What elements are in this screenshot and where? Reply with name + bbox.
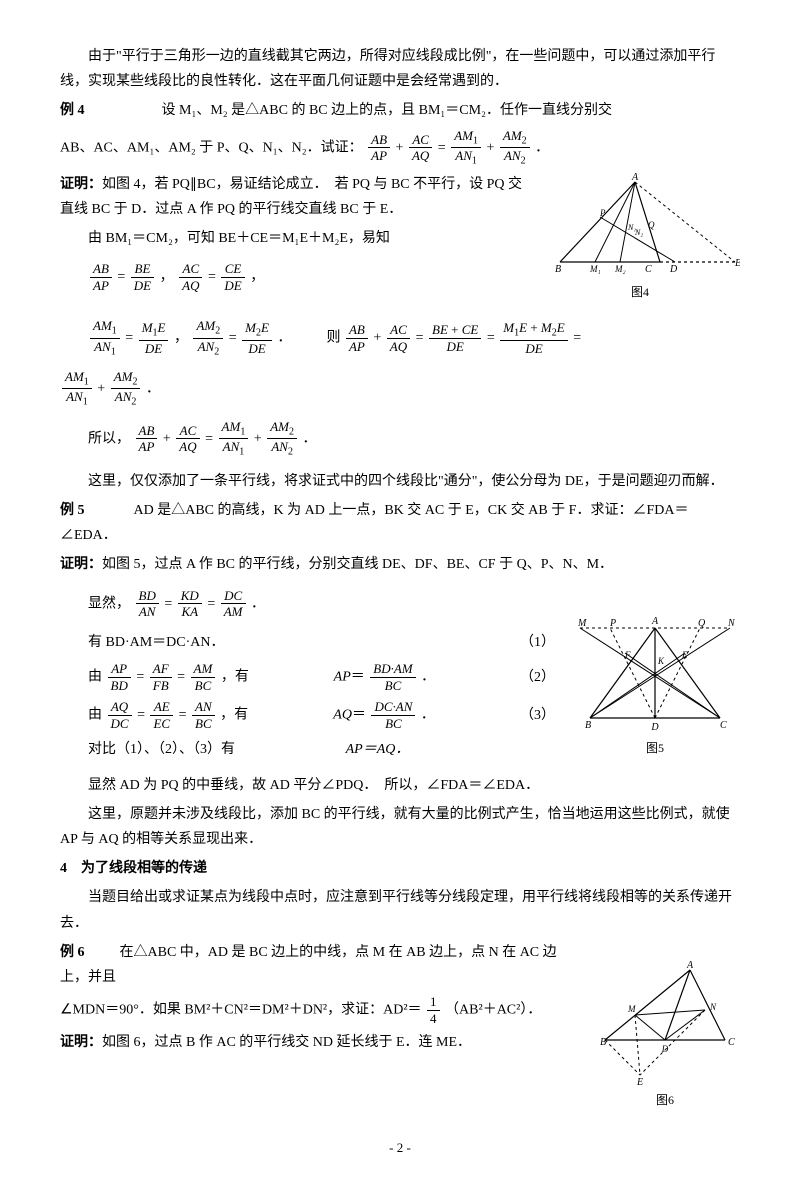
- svg-text:D: D: [669, 264, 678, 275]
- ex4-proof-label: 证明：: [60, 177, 102, 192]
- ex4-then: 则: [326, 331, 340, 346]
- ex5-line-d1: 由: [88, 708, 102, 723]
- example-4-block: 例 4 设 M₁、M₂ 是△ABC 的 BC 边上的点，且 BM₁＝CM₂．任作…: [60, 98, 740, 123]
- svg-text:P: P: [609, 618, 616, 629]
- ex5-eq-d: 由 AQDC = AEEC = ANBC ，有 AQ＝ DC·ANBC ． （3…: [88, 699, 560, 731]
- ex5-ap-aq: AP＝AQ．: [346, 742, 410, 757]
- ex4-eq-final: 所以， ABAP + ACAQ = AM1AN1 + AM2AN2 ．: [88, 419, 740, 459]
- svg-text:N: N: [709, 1002, 717, 1012]
- ex4-prob-b: AB、AC、AM₁、AM₂ 于 P、Q、N₁、N₂．试证：: [60, 140, 363, 155]
- ex5-line-e: 对比（1）、（2）、（3）有: [88, 737, 235, 762]
- ex5-eq-e: 对比（1）、（2）、（3）有 AP＝AQ．: [88, 737, 560, 762]
- ex5-n3: （3）: [520, 703, 560, 728]
- ex6-proof-1: 如图 6，过点 B 作 AC 的平行线交 ND 延长线于 E．连 ME．: [102, 1035, 471, 1050]
- ex5-line-c2: ，有: [221, 669, 249, 684]
- svg-text:C: C: [728, 1037, 735, 1048]
- ex6-prob-b: ∠MDN＝90°．如果 BM²＋CN²＝DM²＋DN²，求证：AD²＝: [60, 1002, 422, 1017]
- ex5-line-a: 显然，: [88, 596, 130, 611]
- ex5-n1: （1）: [520, 630, 560, 655]
- svg-text:M₁: M₁: [589, 264, 601, 274]
- figure-5: M P A Q N F K E B D C 图5: [570, 588, 740, 760]
- ex5-label: 例 5: [60, 503, 85, 518]
- figure-6: A M N B D C E 图6: [590, 960, 740, 1112]
- svg-text:A: A: [686, 960, 694, 971]
- svg-text:E: E: [636, 1077, 643, 1088]
- svg-text:C: C: [720, 720, 727, 731]
- ex4-prob-a: 设 M₁、M₂ 是△ABC 的 BC 边上的点，且 BM₁＝CM₂．任作一直线分…: [162, 103, 612, 118]
- fig6-caption: 图6: [590, 1090, 740, 1112]
- ex4-so: 所以，: [88, 431, 130, 446]
- svg-text:B: B: [555, 264, 561, 275]
- svg-text:E: E: [734, 258, 740, 269]
- svg-text:P: P: [599, 208, 606, 218]
- svg-text:Q: Q: [698, 618, 706, 629]
- ex6-prob-a: 在△ABC 中，AD 是 BC 边上的中线，点 M 在 AB 边上，点 N 在 …: [60, 945, 557, 985]
- ex5-proof-1: 如图 5，过点 A 作 BC 的平行线，分别交直线 DE、DF、BE、CF 于 …: [102, 557, 613, 572]
- fig5-caption: 图5: [570, 738, 740, 760]
- ex5-line-d2: ，有: [220, 708, 248, 723]
- ex5-eq-c: 由 APBD = AFFB = AMBC ，有 AP＝ BD·AMBC ． （2…: [88, 661, 560, 693]
- ex4-summary: 这里，仅仅添加了一条平行线，将求证式中的四个线段比"通分"，使公分母为 DE，于…: [60, 469, 740, 494]
- svg-text:K: K: [657, 656, 665, 666]
- ex5-prob: AD 是△ABC 的高线，K 为 AD 上一点，BK 交 AC 于 E，CK 交…: [60, 503, 688, 543]
- ex5-line-f: 显然 AD 为 PQ 的中垂线，故 AD 平分∠PDQ． 所以，∠FDA＝∠ED…: [60, 773, 740, 798]
- svg-text:N₂: N₂: [634, 228, 643, 237]
- svg-text:Q: Q: [648, 220, 655, 230]
- svg-text:N: N: [727, 618, 736, 629]
- ex4-prob-line2: AB、AC、AM₁、AM₂ 于 P、Q、N₁、N₂．试证： ABAP + ACA…: [60, 128, 740, 168]
- ex5-n2: （2）: [520, 665, 560, 690]
- example-5-block: 例 5 AD 是△ABC 的高线，K 为 AD 上一点，BK 交 AC 于 E，…: [60, 498, 740, 548]
- svg-text:A: A: [631, 172, 639, 183]
- ex5-summary: 这里，原题并未涉及线段比，添加 BC 的平行线，就有大量的比例式产生，恰当地运用…: [60, 802, 740, 852]
- page-number: - 2 -: [60, 1136, 740, 1159]
- svg-text:C: C: [645, 264, 652, 275]
- section-4-intro: 当题目给出或求证某点为线段中点时，应注意到平行线等分线段定理，用平行线将线段相等…: [60, 885, 740, 935]
- ex4-proof-1: 如图 4，若 PQ∥BC，易证结论成立． 若 PQ 与 BC 不平行，设 PQ …: [60, 177, 522, 217]
- ex6-label: 例 6: [60, 945, 85, 960]
- svg-text:E: E: [681, 650, 688, 660]
- ex5-line-b: 有 BD·AM＝DC·AN．: [88, 630, 225, 655]
- ex4-eq-3: AM1AN1 + AM2AN2 ．: [60, 369, 740, 409]
- section-4-title: 4 为了线段相等的传递: [60, 856, 740, 881]
- figure-4: A P N₁ N₂ Q B M₁ M₂ C D E 图4: [540, 172, 740, 304]
- ex4-label: 例 4: [60, 103, 85, 118]
- ex5-proof-label: 证明：: [60, 557, 102, 572]
- svg-text:M: M: [577, 618, 587, 629]
- ex5-eq-b: 有 BD·AM＝DC·AN． （1）: [88, 630, 560, 655]
- svg-text:M₂: M₂: [614, 264, 626, 274]
- svg-text:F: F: [624, 650, 631, 660]
- ex6-prob-c: （AB²＋AC²）．: [445, 1002, 541, 1017]
- svg-text:D: D: [661, 1044, 669, 1054]
- svg-text:B: B: [585, 720, 591, 731]
- fig4-caption: 图4: [540, 282, 740, 304]
- ex6-proof-label: 证明：: [60, 1035, 102, 1050]
- svg-text:B: B: [600, 1037, 606, 1048]
- svg-text:A: A: [651, 616, 659, 627]
- ex5-proof-start: 证明：如图 5，过点 A 作 BC 的平行线，分别交直线 DE、DF、BE、CF…: [60, 552, 740, 577]
- ex5-line-c1: 由: [88, 669, 102, 684]
- svg-text:D: D: [650, 722, 659, 733]
- ex4-eq-2: AM1AN1 = M1EDE ， AM2AN2 = M2EDE ． 则 ABAP…: [88, 318, 740, 358]
- intro-paragraph: 由于"平行于三角形一边的直线截其它两边，所得对应线段成比例"，在一些问题中，可以…: [60, 44, 740, 94]
- svg-text:M: M: [627, 1004, 636, 1014]
